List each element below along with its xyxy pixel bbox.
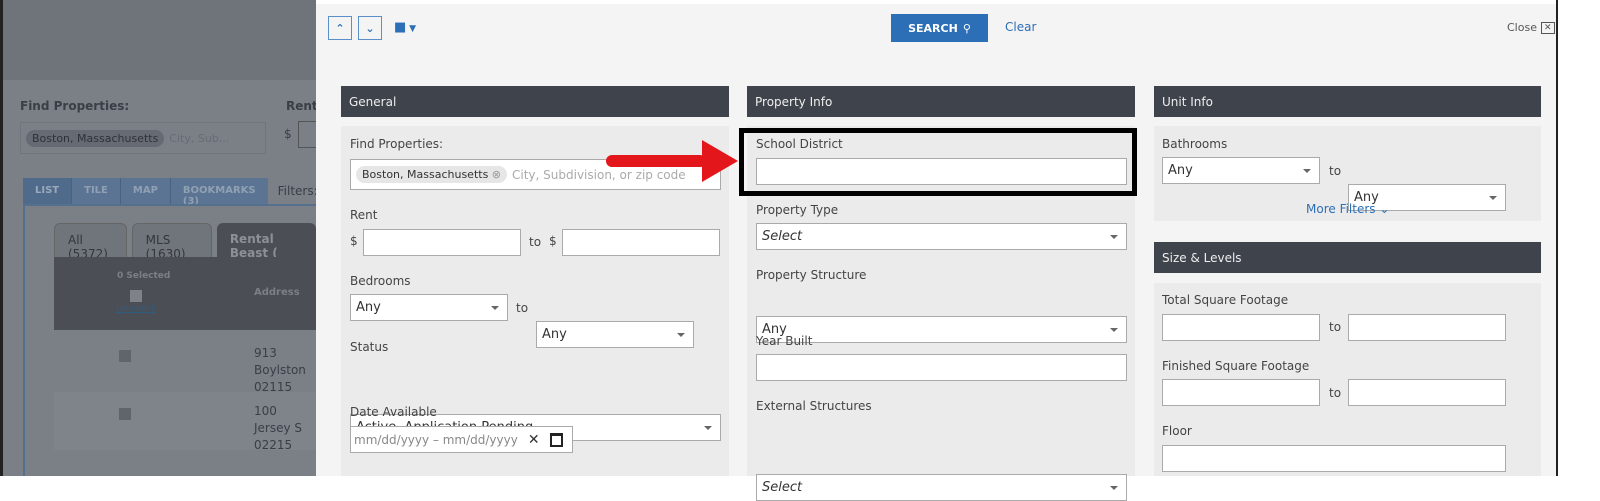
remove-chip-icon[interactable]: ⊗	[491, 168, 502, 181]
external-structures-label: External Structures	[756, 399, 872, 413]
find-properties-label: Find Properties:	[350, 137, 444, 151]
floor-label: Floor	[1162, 424, 1192, 438]
year-built-label: Year Built	[756, 334, 813, 348]
bg-address-header: Address	[254, 287, 300, 298]
bg-row-2: 100 Jersey S 02215	[254, 404, 303, 452]
bg-tab-map: MAP	[119, 178, 170, 204]
bedrooms-label: Bedrooms	[350, 274, 411, 288]
finished-sqft-min-input[interactable]	[1162, 379, 1320, 406]
school-district-label: School District	[756, 137, 843, 151]
rent-max-input[interactable]	[562, 229, 720, 256]
bg-rent-label: Rent	[286, 99, 316, 113]
search-button[interactable]: SEARCH ⚲	[891, 14, 988, 42]
size-levels-section: Total Square Footage to Finished Square …	[1154, 283, 1541, 476]
section-header-size-levels: Size & Levels	[1154, 242, 1541, 273]
year-built-input[interactable]	[756, 354, 1127, 381]
bg-select-checkbox	[130, 290, 142, 302]
caret-down-icon: ▼	[406, 24, 417, 34]
floor-input[interactable]	[1162, 445, 1506, 472]
property-structure-label: Property Structure	[756, 268, 867, 282]
chevrons-down-icon: ⌄	[365, 21, 375, 35]
search-icon: ⚲	[962, 21, 971, 35]
to-label: to	[1329, 320, 1342, 334]
bg-filters-label: Filters:	[277, 184, 316, 198]
property-type-label: Property Type	[756, 203, 839, 217]
background-header	[3, 0, 316, 80]
save-icon: ■	[394, 20, 407, 35]
external-structures-select[interactable]: Select	[756, 474, 1127, 501]
bedrooms-min-select[interactable]: Any	[350, 294, 508, 321]
bg-row-1: 913 Boylston 02115	[254, 346, 306, 394]
bg-find-input: Boston, Massachusetts City, Sub...	[20, 122, 266, 154]
more-filters-link[interactable]: More Filters ⌄	[1306, 202, 1390, 216]
highlight-box	[739, 128, 1137, 196]
bg-find-label: Find Properties:	[20, 99, 130, 113]
expand-all-button[interactable]: ⌄	[358, 16, 382, 40]
section-header-general: General	[341, 86, 729, 117]
close-icon: ✕	[1540, 21, 1555, 34]
bg-row-2-bg	[54, 392, 316, 450]
bg-unselect-link: Unselect	[116, 304, 156, 314]
property-type-select[interactable]: Select	[756, 223, 1127, 250]
date-range-input[interactable]: mm/dd/yyyy – mm/dd/yyyy ✕	[350, 426, 573, 453]
save-menu-button[interactable]: ■ ▼	[394, 20, 416, 35]
to-label: to	[516, 301, 529, 315]
bg-add-icon	[119, 350, 131, 362]
date-available-label: Date Available	[350, 405, 437, 419]
total-sqft-label: Total Square Footage	[1162, 293, 1289, 307]
property-structure-select[interactable]: Any	[756, 316, 1127, 343]
bg-table-header: 0 Selected Unselect Address	[54, 257, 316, 330]
chevron-down-icon: ⌄	[1379, 202, 1390, 216]
bg-list-container	[23, 204, 316, 476]
to-label: to	[1329, 386, 1342, 400]
general-section: Find Properties: Boston, Massachusetts ⊗…	[341, 126, 729, 476]
rent-min-input[interactable]	[363, 229, 521, 256]
bg-tab-tile: TILE	[71, 178, 120, 204]
bg-placeholder: City, Sub...	[169, 131, 230, 145]
finished-sqft-label: Finished Square Footage	[1162, 359, 1310, 373]
currency-symbol: $	[350, 234, 358, 248]
section-header-property-info: Property Info	[747, 86, 1135, 117]
find-placeholder: City, Subdivision, or zip code	[512, 167, 686, 182]
window-edge	[1556, 0, 1558, 476]
bg-tab-list: LIST	[23, 178, 72, 204]
to-label: to	[1329, 164, 1342, 178]
total-sqft-max-input[interactable]	[1348, 314, 1506, 341]
calendar-icon[interactable]	[549, 432, 563, 447]
total-sqft-min-input[interactable]	[1162, 314, 1320, 341]
date-placeholder: mm/dd/yyyy – mm/dd/yyyy	[354, 432, 518, 447]
bathrooms-min-select[interactable]: Any	[1162, 157, 1320, 184]
bg-chip: Boston, Massachusetts	[26, 129, 165, 147]
school-district-input[interactable]	[756, 158, 1127, 185]
red-arrow-annotation	[606, 140, 738, 182]
status-label: Status	[350, 340, 389, 354]
bg-add-icon	[119, 408, 131, 420]
location-chip: Boston, Massachusetts ⊗	[356, 166, 508, 183]
chevrons-up-icon: ⌃	[335, 21, 345, 35]
filter-panel: ⌃ ⌄ ■ ▼ SEARCH ⚲ Clear Close ✕ General Fin…	[316, 4, 1556, 501]
bathrooms-max-select[interactable]: Any	[1348, 184, 1506, 211]
unit-info-section: Bathrooms Any to Any More Filters ⌄	[1154, 126, 1541, 221]
clear-date-icon[interactable]: ✕	[527, 431, 540, 448]
bg-rent-input	[298, 121, 316, 148]
bg-dollar: $	[284, 127, 292, 141]
rent-label: Rent	[350, 208, 378, 222]
currency-symbol: $	[549, 234, 557, 248]
bg-tab-bookmarks: BOOKMARKS (3)	[169, 178, 268, 207]
section-header-unit-info: Unit Info	[1154, 86, 1541, 117]
bedrooms-max-select[interactable]: Any	[536, 321, 694, 348]
background-page-overlay: Find Properties: Boston, Massachusetts C…	[0, 0, 316, 476]
close-button[interactable]: Close ✕	[1507, 21, 1555, 34]
finished-sqft-max-input[interactable]	[1348, 379, 1506, 406]
to-label: to	[529, 235, 542, 249]
clear-link[interactable]: Clear	[1005, 20, 1037, 34]
bg-selected-count: 0 Selected	[117, 271, 171, 281]
bg-view-tabs: LIST TILE MAP BOOKMARKS (3) Filters:	[23, 178, 316, 207]
collapse-all-button[interactable]: ⌃	[328, 16, 352, 40]
bathrooms-label: Bathrooms	[1162, 137, 1228, 151]
